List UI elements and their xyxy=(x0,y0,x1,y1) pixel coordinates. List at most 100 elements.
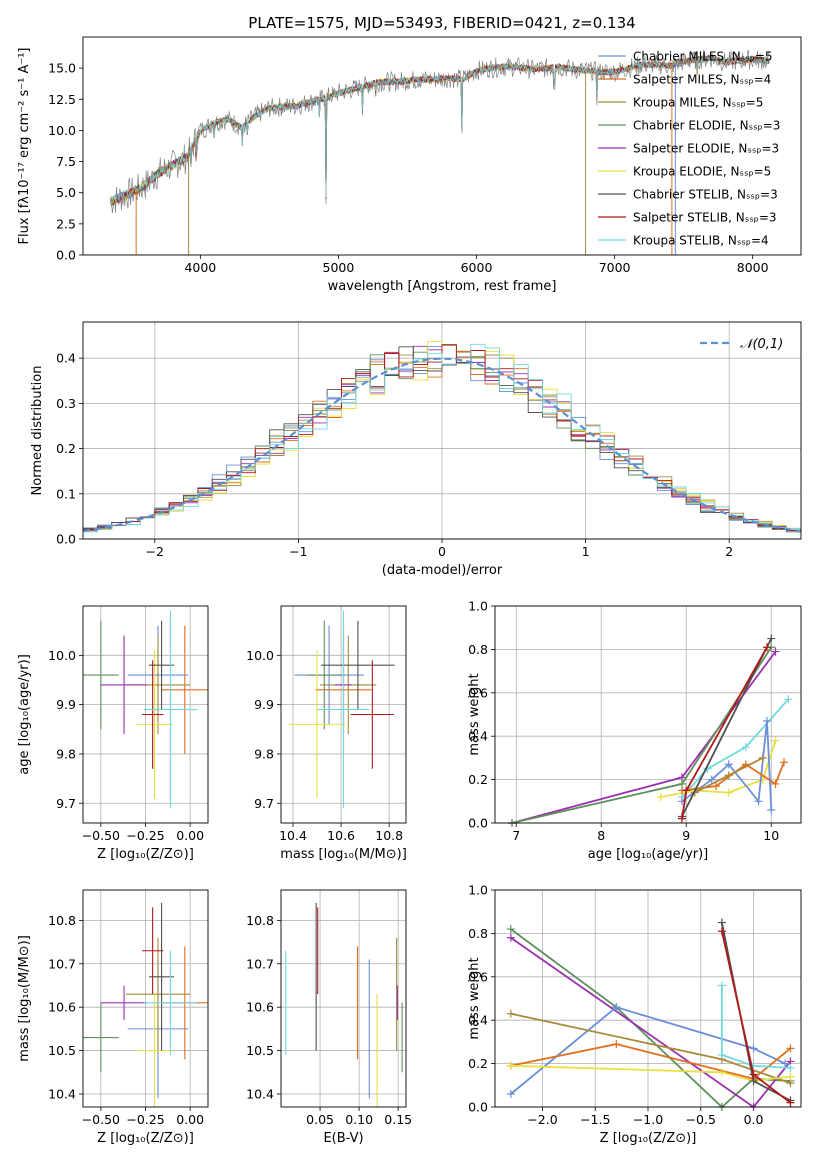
errorbar-point xyxy=(136,650,173,799)
spectrum-panel: 4000 5000 6000 7000 8000 0.0 2.5 5.0 7.5 10.0 12.5… xyxy=(17,14,802,294)
y-tick-label: 10.8 xyxy=(246,913,274,928)
x-axis-label: Z [log₁₀(Z/Z⊙)] xyxy=(97,1131,194,1146)
weight-marker xyxy=(771,736,780,745)
y-tick-label: 10.6 xyxy=(246,1000,274,1015)
weight-marker xyxy=(707,775,716,784)
x-tick-label: 10.6 xyxy=(327,828,355,843)
weight-line xyxy=(681,638,773,817)
y-tick-label: 9.9 xyxy=(56,697,76,712)
x-tick-label: 10.8 xyxy=(375,828,403,843)
plot-area xyxy=(288,610,395,809)
errorbar-point xyxy=(149,620,175,710)
mass-vs-metallicity-panel: −0.50 −0.25 0.00 10.4 10.5 10.6 10.7 10.8 Z [log… xyxy=(17,889,209,1146)
x-tick-label: 0.00 xyxy=(176,1112,204,1127)
age-vs-metallicity-panel: −0.50 −0.25 0.00 9.7 9.8 9.9 10.0 Z [log₁₀(Z/Z⊙… xyxy=(17,605,209,862)
y-tick-label: 10.6 xyxy=(48,1000,76,1015)
plot-area xyxy=(506,918,795,1111)
axes-frame xyxy=(280,605,407,824)
histogram-step-line xyxy=(83,343,801,533)
errorbar-point xyxy=(141,660,164,769)
x-tick-label: 8 xyxy=(597,828,605,843)
weight-marker xyxy=(767,805,776,814)
weight-marker xyxy=(786,1098,795,1107)
weight-line xyxy=(510,1006,786,1095)
y-axis-label: Flux [fλ10⁻¹⁷ erg cm⁻² s⁻¹ A⁻¹] xyxy=(17,48,32,245)
y-tick-label: 0.2 xyxy=(468,1056,488,1071)
weight-marker xyxy=(656,792,665,801)
legend-label: Kroupa ELODIE, Nₛₛₚ=5 xyxy=(633,165,771,179)
weight-series xyxy=(717,981,795,1072)
x-axis-label: (data-model)/error xyxy=(382,563,503,578)
y-tick-label: 10.4 xyxy=(246,1086,274,1101)
y-axis-label: Normed distribution xyxy=(30,366,45,496)
x-tick-label: 0.15 xyxy=(384,1112,412,1127)
weight-marker xyxy=(781,1059,790,1068)
grid-lines xyxy=(83,890,208,1107)
weight-marker xyxy=(506,933,515,942)
weight-marker xyxy=(717,918,726,927)
weight-marker xyxy=(682,786,691,795)
x-tick-label: −0.25 xyxy=(126,1112,164,1127)
y-tick-label: 0.4 xyxy=(56,351,76,366)
x-tick-label: −1.0 xyxy=(633,1112,663,1127)
weight-marker xyxy=(754,797,763,806)
errorbar-point xyxy=(288,650,346,799)
weight-marker xyxy=(717,927,726,936)
x-tick-label: −1 xyxy=(289,544,307,559)
y-tick-label: 10.7 xyxy=(246,956,274,971)
x-tick-label: 4000 xyxy=(184,260,216,275)
y-tick-label: 0.4 xyxy=(468,729,488,744)
legend-label: Chabrier MILES, Nₛₛₚ=5 xyxy=(633,50,773,64)
weight-marker xyxy=(786,1063,795,1072)
weight-marker xyxy=(784,695,793,704)
mass-weight-vs-age-panel: 7 8 9 10 0.0 0.2 0.4 0.6 0.8 1.0 age [log₁₀(age/yr… xyxy=(467,599,802,862)
y-tick-label: 0.0 xyxy=(56,248,76,263)
x-tick-label: 5000 xyxy=(323,260,355,275)
weight-marker xyxy=(771,647,780,656)
x-tick-label: 2 xyxy=(725,544,733,559)
x-axis-label: Z [log₁₀(Z/Z⊙)] xyxy=(600,1131,697,1146)
y-tick-label: 12.5 xyxy=(48,92,76,107)
weight-marker xyxy=(612,1003,621,1012)
y-axis-label: mass weight xyxy=(467,673,482,755)
x-tick-label: 7 xyxy=(512,828,520,843)
x-tick-label: −2 xyxy=(146,544,164,559)
weight-marker xyxy=(771,779,780,788)
y-tick-label: 10.7 xyxy=(48,956,76,971)
weight-line xyxy=(660,740,777,798)
errorbar-point xyxy=(317,610,370,809)
y-tick-label: 0.2 xyxy=(56,441,76,456)
legend-label: Chabrier STELIB, Nₛₛₚ=3 xyxy=(633,188,778,202)
weight-line xyxy=(511,646,773,824)
y-tick-label: 0.8 xyxy=(468,642,488,657)
x-tick-label: 0.0 xyxy=(744,1112,764,1127)
weight-series xyxy=(678,717,776,814)
weight-marker xyxy=(767,634,776,643)
weight-marker xyxy=(724,788,733,797)
weight-marker xyxy=(724,760,733,769)
errorbar-point xyxy=(306,620,342,730)
weight-marker xyxy=(741,743,750,752)
plot-area xyxy=(285,903,403,1107)
x-tick-label: −0.5 xyxy=(686,1112,716,1127)
weight-line xyxy=(511,651,777,824)
weight-marker xyxy=(506,925,515,934)
x-tick-label: 0.05 xyxy=(306,1112,334,1127)
histogram-step-line xyxy=(83,346,801,531)
y-tick-label: 10.4 xyxy=(48,1086,76,1101)
normal-curve-line xyxy=(82,357,802,533)
x-tick-label: 0.10 xyxy=(345,1112,373,1127)
x-axis-label: age [log₁₀(age/yr)] xyxy=(588,847,709,862)
errorbar-point xyxy=(350,660,394,769)
y-tick-label: 10.5 xyxy=(246,1043,274,1058)
histogram-step-line xyxy=(83,340,801,532)
weight-line xyxy=(510,1043,791,1080)
y-tick-label: 2.5 xyxy=(56,216,76,231)
axes-frame xyxy=(494,605,802,824)
weight-line xyxy=(721,985,791,1069)
weight-series xyxy=(508,647,780,827)
weight-marker xyxy=(763,643,771,652)
x-tick-label: 1 xyxy=(582,544,590,559)
age-vs-mass-panel: 10.4 10.6 10.8 9.7 9.8 9.9 10.0 mass [log₁₀(M/M… xyxy=(246,605,407,862)
x-tick-label: 8000 xyxy=(737,260,769,275)
